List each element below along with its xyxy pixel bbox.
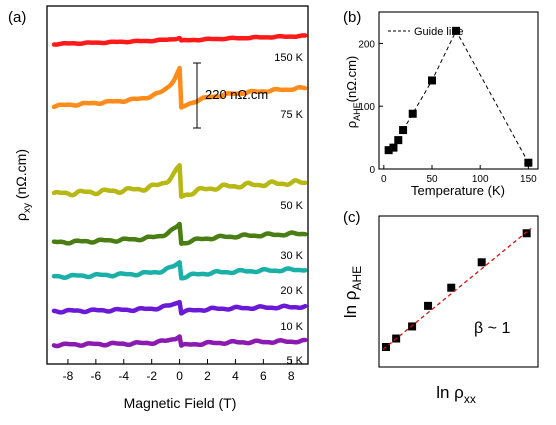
series-label: 50 K bbox=[280, 200, 303, 212]
panel-c-label: (c) bbox=[343, 209, 361, 226]
y-axis-rho: ρ bbox=[13, 213, 29, 221]
panel-a-curves bbox=[51, 33, 308, 349]
y-axis-sub: xy bbox=[22, 203, 33, 213]
series-label: 5 K bbox=[286, 355, 303, 367]
b-y-axis-unit: (nΩ.cm) bbox=[344, 56, 359, 103]
x-tick-label: -8 bbox=[63, 369, 74, 383]
curve-50k bbox=[51, 162, 308, 199]
data-point bbox=[524, 158, 533, 167]
c-x-axis-sub: xx bbox=[464, 392, 476, 406]
x-tick-label: 0 bbox=[176, 369, 183, 383]
b-y-tick-label: 200 bbox=[358, 39, 375, 50]
fit-line-path bbox=[382, 227, 532, 350]
curve-30k bbox=[51, 221, 308, 246]
scale-bar bbox=[193, 62, 201, 129]
y-axis-unit: (nΩ.cm) bbox=[13, 149, 29, 203]
data-point bbox=[522, 229, 531, 238]
data-point bbox=[408, 109, 417, 118]
data-point bbox=[389, 143, 398, 152]
b-x-tick-label: 100 bbox=[472, 174, 489, 185]
panel-a-frame bbox=[46, 5, 309, 365]
b-y-axis-rho: ρ bbox=[344, 121, 359, 128]
panel-c: (c) β ~ 1 ln ρxx ln ρAHE bbox=[341, 209, 539, 406]
panel-b-x-axis-title: Temperature (K) bbox=[411, 183, 505, 198]
panel-a-x-ticks: -8 -6 -4 -2 0 2 4 6 8 bbox=[63, 359, 295, 383]
c-x-axis-main: ln ρ bbox=[436, 383, 464, 402]
panel-c-frame bbox=[378, 215, 539, 368]
c-y-axis-sub: AHE bbox=[350, 266, 364, 291]
x-tick-label: -6 bbox=[91, 369, 102, 383]
x-tick-label: 8 bbox=[288, 369, 295, 383]
scale-bar-label: 220 nΩ.cm bbox=[205, 87, 268, 102]
panel-b-y-axis-title: ρAHE(nΩ.cm) bbox=[344, 56, 362, 128]
curve-75k bbox=[51, 65, 308, 110]
b-x-tick-label: 50 bbox=[426, 174, 438, 185]
panel-b: (b) 0 50 100 150 0 100 200 Guide line Temperat… bbox=[343, 9, 539, 198]
b-y-axis-sub: AHE bbox=[352, 102, 362, 121]
curve-10k bbox=[51, 299, 308, 316]
panel-a-label: (a) bbox=[8, 9, 26, 26]
x-tick-label: -2 bbox=[146, 369, 157, 383]
b-x-tick-label: 0 bbox=[381, 174, 387, 185]
beta-annotation: β ~ 1 bbox=[474, 320, 510, 337]
series-label: 150 K bbox=[274, 52, 303, 64]
data-point bbox=[477, 258, 486, 267]
panel-a-y-axis-title: ρxy (nΩ.cm) bbox=[13, 149, 33, 221]
series-label: 20 K bbox=[280, 285, 303, 297]
data-point bbox=[384, 146, 393, 155]
panel-a: (a) -8 -6 -4 -2 0 2 4 6 8 150 K75 K50 K30 K20 K1… bbox=[8, 5, 309, 411]
guide-line-path bbox=[402, 29, 529, 163]
curve-5k bbox=[51, 334, 308, 349]
b-y-tick-label: 0 bbox=[369, 165, 375, 176]
curve-20k bbox=[51, 260, 308, 281]
b-x-tick-label: 150 bbox=[520, 174, 537, 185]
series-label: 75 K bbox=[280, 109, 303, 121]
x-tick-label: 6 bbox=[260, 369, 267, 383]
panel-b-ticks: 0 50 100 150 0 100 200 bbox=[358, 39, 537, 185]
x-tick-label: 4 bbox=[232, 369, 239, 383]
panel-b-frame bbox=[378, 11, 539, 170]
b-y-tick-label: 100 bbox=[358, 102, 375, 113]
data-point bbox=[394, 136, 403, 145]
panel-b-points bbox=[384, 26, 533, 167]
data-point bbox=[424, 301, 433, 310]
panel-a-series-labels: 150 K 75 K 50 K 30 K 20 K 10 K 5 K bbox=[274, 52, 303, 367]
c-y-axis-main: ln ρ bbox=[341, 291, 360, 319]
curve-150k bbox=[51, 33, 308, 47]
panel-a-x-axis-title: Magnetic Field (T) bbox=[124, 395, 237, 411]
x-tick-label: 2 bbox=[204, 369, 211, 383]
panel-c-x-axis-title: ln ρxx bbox=[436, 383, 476, 406]
data-point bbox=[447, 283, 456, 292]
panel-c-y-axis-title: ln ρAHE bbox=[341, 266, 364, 318]
panel-b-label: (b) bbox=[343, 9, 361, 26]
legend-guide-line-label: Guide line bbox=[414, 26, 464, 38]
series-label: 30 K bbox=[280, 250, 303, 262]
series-label: 10 K bbox=[280, 321, 303, 333]
x-tick-label: -4 bbox=[118, 369, 129, 383]
